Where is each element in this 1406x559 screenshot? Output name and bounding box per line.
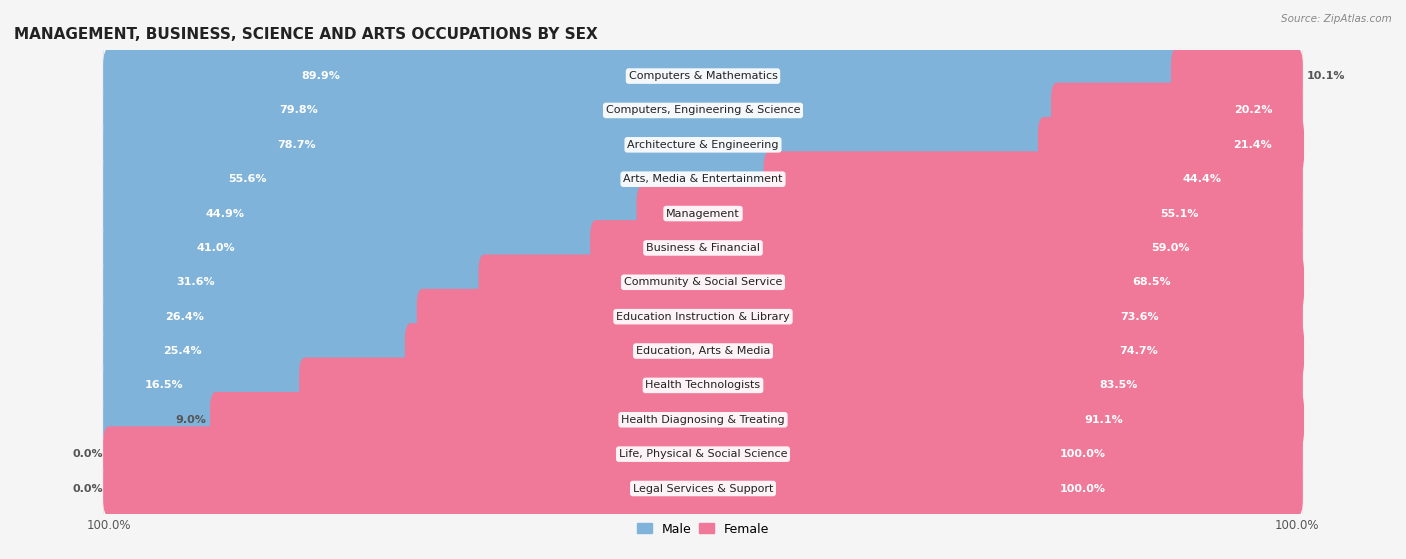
FancyBboxPatch shape [103, 48, 1182, 104]
FancyBboxPatch shape [103, 145, 1303, 214]
FancyBboxPatch shape [416, 289, 1303, 344]
FancyBboxPatch shape [103, 385, 1303, 454]
FancyBboxPatch shape [103, 214, 1303, 282]
FancyBboxPatch shape [103, 179, 1303, 248]
FancyBboxPatch shape [209, 392, 1303, 448]
Text: Education Instruction & Library: Education Instruction & Library [616, 312, 790, 321]
Text: Health Diagnosing & Treating: Health Diagnosing & Treating [621, 415, 785, 425]
Text: 21.4%: 21.4% [1233, 140, 1271, 150]
Text: Source: ZipAtlas.com: Source: ZipAtlas.com [1281, 14, 1392, 24]
Text: Education, Arts & Media: Education, Arts & Media [636, 346, 770, 356]
Text: Computers, Engineering & Science: Computers, Engineering & Science [606, 106, 800, 116]
Text: 26.4%: 26.4% [166, 312, 204, 321]
FancyBboxPatch shape [103, 42, 1303, 111]
FancyBboxPatch shape [103, 323, 416, 379]
Text: Management: Management [666, 209, 740, 219]
Text: Arts, Media & Entertainment: Arts, Media & Entertainment [623, 174, 783, 184]
FancyBboxPatch shape [103, 186, 648, 241]
Text: 0.0%: 0.0% [73, 449, 103, 459]
Text: 41.0%: 41.0% [197, 243, 235, 253]
Text: Business & Financial: Business & Financial [645, 243, 761, 253]
Text: 68.5%: 68.5% [1132, 277, 1171, 287]
FancyBboxPatch shape [103, 420, 1303, 489]
FancyBboxPatch shape [103, 316, 1303, 385]
FancyBboxPatch shape [637, 186, 1303, 241]
FancyBboxPatch shape [1171, 48, 1303, 104]
Text: 25.4%: 25.4% [163, 346, 202, 356]
Text: 10.1%: 10.1% [1306, 71, 1346, 81]
FancyBboxPatch shape [103, 427, 1303, 482]
FancyBboxPatch shape [299, 358, 1303, 413]
Text: 83.5%: 83.5% [1099, 380, 1137, 390]
Text: 31.6%: 31.6% [177, 277, 215, 287]
Text: 91.1%: 91.1% [1084, 415, 1123, 425]
FancyBboxPatch shape [103, 83, 1063, 138]
Text: 74.7%: 74.7% [1119, 346, 1157, 356]
FancyBboxPatch shape [591, 220, 1303, 276]
FancyBboxPatch shape [103, 358, 311, 413]
Text: 59.0%: 59.0% [1152, 243, 1189, 253]
Text: 0.0%: 0.0% [73, 484, 103, 494]
FancyBboxPatch shape [103, 392, 222, 448]
Text: 20.2%: 20.2% [1234, 106, 1272, 116]
Text: 100.0%: 100.0% [1060, 449, 1107, 459]
FancyBboxPatch shape [1052, 83, 1303, 138]
FancyBboxPatch shape [103, 282, 1303, 351]
FancyBboxPatch shape [103, 351, 1303, 420]
Text: Community & Social Service: Community & Social Service [624, 277, 782, 287]
Text: 9.0%: 9.0% [176, 415, 207, 425]
Text: 44.4%: 44.4% [1182, 174, 1222, 184]
Text: 44.9%: 44.9% [205, 209, 245, 219]
Text: 73.6%: 73.6% [1121, 312, 1159, 321]
Text: 55.1%: 55.1% [1160, 209, 1198, 219]
Text: Health Technologists: Health Technologists [645, 380, 761, 390]
Text: 79.8%: 79.8% [280, 106, 318, 116]
FancyBboxPatch shape [103, 461, 1303, 517]
FancyBboxPatch shape [103, 289, 429, 344]
FancyBboxPatch shape [763, 151, 1303, 207]
FancyBboxPatch shape [478, 254, 1303, 310]
FancyBboxPatch shape [103, 254, 491, 310]
FancyBboxPatch shape [103, 248, 1303, 316]
Text: 78.7%: 78.7% [277, 140, 316, 150]
Text: 55.6%: 55.6% [228, 174, 267, 184]
FancyBboxPatch shape [405, 323, 1303, 379]
Text: Life, Physical & Social Science: Life, Physical & Social Science [619, 449, 787, 459]
FancyBboxPatch shape [103, 117, 1050, 173]
Text: MANAGEMENT, BUSINESS, SCIENCE AND ARTS OCCUPATIONS BY SEX: MANAGEMENT, BUSINESS, SCIENCE AND ARTS O… [14, 27, 598, 42]
Text: 89.9%: 89.9% [301, 71, 340, 81]
Text: Legal Services & Support: Legal Services & Support [633, 484, 773, 494]
FancyBboxPatch shape [103, 111, 1303, 179]
Text: Computers & Mathematics: Computers & Mathematics [628, 71, 778, 81]
Legend: Male, Female: Male, Female [631, 518, 775, 541]
Text: Architecture & Engineering: Architecture & Engineering [627, 140, 779, 150]
FancyBboxPatch shape [103, 151, 776, 207]
FancyBboxPatch shape [1038, 117, 1303, 173]
Text: 16.5%: 16.5% [145, 380, 183, 390]
Text: 100.0%: 100.0% [1060, 484, 1107, 494]
FancyBboxPatch shape [103, 454, 1303, 523]
FancyBboxPatch shape [103, 76, 1303, 145]
FancyBboxPatch shape [103, 220, 602, 276]
